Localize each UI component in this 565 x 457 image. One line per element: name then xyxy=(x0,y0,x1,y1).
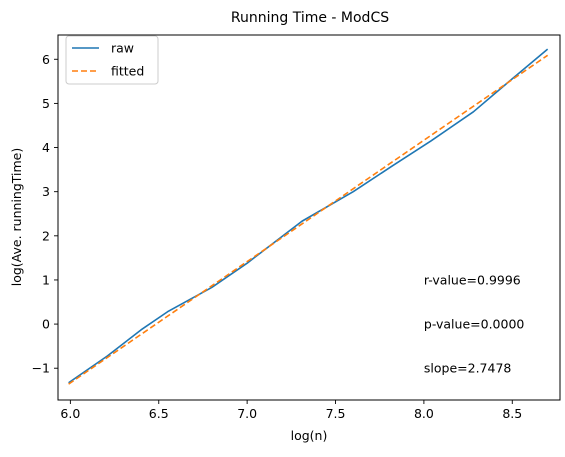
x-axis: 6.0 6.5 7.0 7.5 8.0 8.5 xyxy=(60,400,522,421)
x-tick-label: 7.5 xyxy=(326,406,346,421)
x-tick-label: 8.0 xyxy=(414,406,434,421)
x-axis-label: log(n) xyxy=(291,428,328,443)
x-tick-label: 7.0 xyxy=(237,406,257,421)
series-layer xyxy=(68,48,549,385)
series-line-fitted xyxy=(68,54,549,385)
y-tick-label: 6 xyxy=(42,52,50,67)
series-line-raw xyxy=(68,48,549,384)
x-tick-label: 6.5 xyxy=(149,406,169,421)
legend-label-fitted: fitted xyxy=(111,64,144,79)
x-tick-label: 8.5 xyxy=(502,406,522,421)
annotation-label: slope=2.7478 xyxy=(424,361,512,376)
annotation-layer: r-value=0.9996 p-value=0.0000 slope=2.7478 xyxy=(424,272,525,375)
y-axis-label: log(Ave. runningTime) xyxy=(9,148,24,287)
y-tick-label: 5 xyxy=(42,96,50,111)
y-tick-label: 2 xyxy=(42,228,50,243)
y-tick-label: 3 xyxy=(42,184,50,199)
annotation-label: p-value=0.0000 xyxy=(424,317,525,332)
y-tick-label: 0 xyxy=(42,317,50,332)
legend: raw fitted xyxy=(65,35,159,85)
y-tick-label: 1 xyxy=(42,272,50,287)
plot-frame xyxy=(57,34,561,401)
y-tick-label: 4 xyxy=(42,140,50,155)
legend-label-raw: raw xyxy=(111,41,134,56)
y-tick-label: −1 xyxy=(32,361,50,376)
y-axis: −1 0 1 2 3 4 5 6 xyxy=(32,52,58,376)
chart-title: Running Time - ModCS xyxy=(231,10,389,26)
x-tick-label: 6.0 xyxy=(60,406,80,421)
annotation-label: r-value=0.9996 xyxy=(424,272,521,287)
